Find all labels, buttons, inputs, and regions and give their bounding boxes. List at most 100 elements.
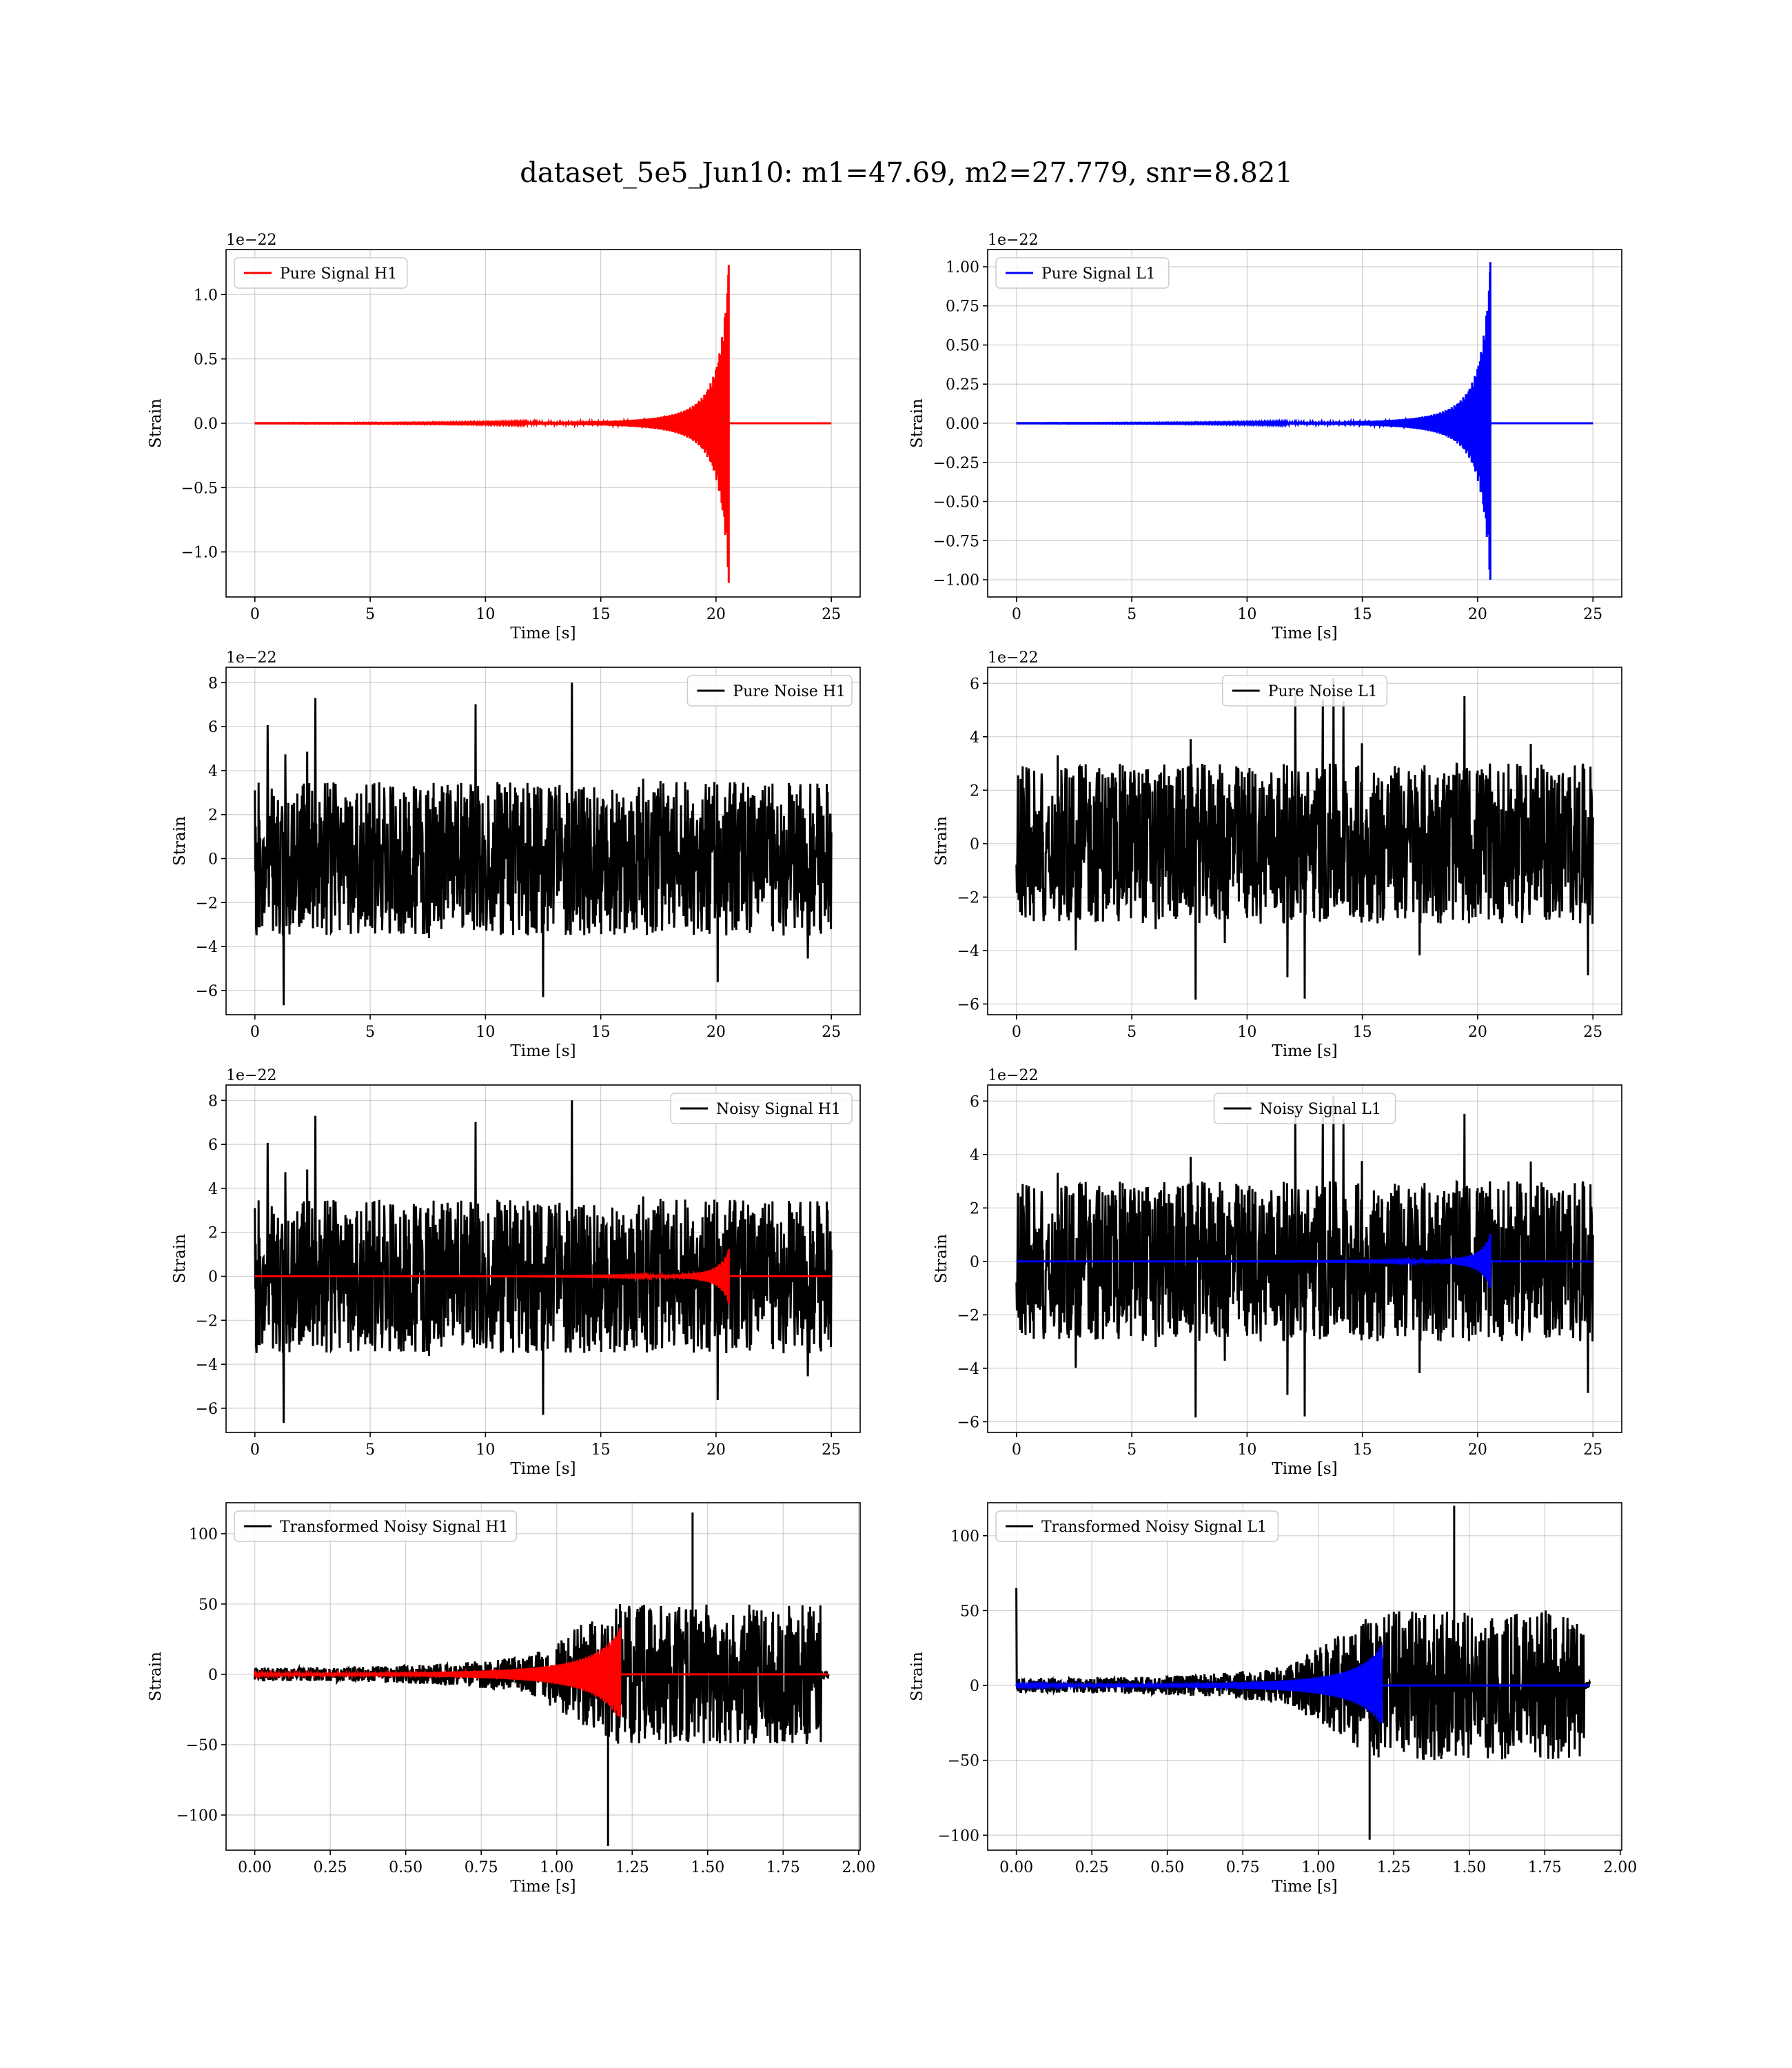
legend: Transformed Noisy Signal H1	[234, 1510, 518, 1542]
legend-box	[234, 257, 408, 289]
y-axis-label: Strain	[908, 1652, 926, 1701]
y-tick-label: 0	[970, 1678, 979, 1695]
x-tick-label: 20	[706, 1024, 726, 1041]
offset-text: 1e−22	[226, 232, 276, 249]
x-tick-label: 1.00	[540, 1859, 573, 1876]
x-tick-label: 25	[1583, 1441, 1602, 1459]
subplot-pure-noise-h1: 0 5 10 15 20 25 −6 −4 −2 0 2 4 6 8 Time [s] Strain 1e−22…	[171, 649, 861, 1060]
x-tick-label: 20	[1468, 1441, 1487, 1459]
subplot-transformed-noisy-signal-l1: 0.00 0.25 0.50 0.75 1.00 1.25 1.50 1.75 2.00 −100…	[908, 1502, 1637, 1896]
axes-frame	[225, 667, 861, 1015]
y-tick-label: 0	[208, 1269, 218, 1286]
x-tick-label: 15	[1353, 606, 1372, 623]
offset-text: 1e−22	[226, 1067, 276, 1084]
x-tick-label: 1.50	[1452, 1859, 1486, 1876]
x-tick-label: 0	[250, 1441, 260, 1459]
y-axis-label: Strain	[908, 398, 926, 448]
x-tick-label: 10	[1237, 1441, 1256, 1459]
legend-label: Pure Signal H1	[280, 265, 397, 283]
legend: Pure Noise L1	[1221, 675, 1388, 707]
x-tick-label: 1.75	[766, 1859, 800, 1876]
legend-label: Noisy Signal H1	[716, 1101, 841, 1118]
legend: Pure Noise H1	[686, 675, 853, 707]
x-tick-label: 0.25	[314, 1859, 347, 1876]
axes-frame	[225, 1084, 861, 1433]
y-tick-label: −6	[957, 996, 979, 1013]
y-tick-label: 8	[208, 675, 218, 692]
series-line-noisy-signal-h1	[254, 1100, 833, 1423]
y-tick-label: 4	[208, 763, 218, 780]
x-axis-label: Time [s]	[510, 1878, 576, 1896]
y-axis-label: Strain	[171, 816, 189, 866]
y-tick-label: 50	[198, 1596, 218, 1614]
y-tick-label: 2	[208, 1225, 218, 1242]
legend-label: Pure Noise H1	[733, 683, 846, 700]
x-tick-label: 15	[591, 1441, 611, 1459]
x-tick-label: 1.25	[615, 1859, 649, 1876]
y-tick-label: 4	[208, 1181, 218, 1198]
legend: Noisy Signal L1	[1213, 1093, 1396, 1124]
axes-frame	[987, 1502, 1622, 1851]
y-axis-label: Strain	[147, 398, 165, 448]
y-tick-label: −4	[196, 939, 218, 956]
legend-label: Pure Noise L1	[1268, 683, 1378, 700]
x-tick-label: 1.00	[1301, 1859, 1335, 1876]
y-tick-label: −2	[196, 895, 218, 912]
series-line-chirp-overlay	[1015, 1645, 1590, 1723]
x-tick-label: 10	[1237, 1024, 1256, 1041]
series-line-pure-noise-l1	[1015, 678, 1594, 1000]
y-tick-label: 2	[970, 782, 979, 800]
y-tick-label: 6	[208, 719, 218, 736]
y-tick-label: −0.75	[933, 533, 979, 550]
x-tick-label: 0.50	[1150, 1859, 1184, 1876]
legend: Pure Signal H1	[234, 257, 408, 289]
x-tick-label: 20	[1468, 1024, 1487, 1041]
series-line-pure-signal-l1	[1016, 262, 1594, 580]
subplot-pure-noise-l1: 0 5 10 15 20 25 −6 −4 −2 0 2 4 6 Time [s] Strain 1e−22 P…	[933, 649, 1622, 1060]
y-axis-label: Strain	[147, 1652, 165, 1701]
legend: Noisy Signal H1	[670, 1093, 853, 1124]
x-tick-label: 10	[1237, 606, 1256, 623]
x-tick-label: 25	[822, 606, 841, 623]
legend-label: Transformed Noisy Signal L1	[1041, 1519, 1267, 1536]
y-tick-label: 100	[950, 1528, 979, 1545]
y-tick-label: −2	[957, 1307, 979, 1324]
legend-box	[1221, 675, 1388, 707]
y-tick-label: 50	[960, 1603, 979, 1620]
series-line-chirp-overlay	[254, 1628, 828, 1717]
y-tick-label: −6	[957, 1414, 979, 1431]
x-tick-label: 0.00	[238, 1859, 272, 1876]
y-tick-label: 0	[208, 851, 218, 869]
series-line-chirp-overlay	[1016, 1233, 1594, 1288]
legend-box	[995, 1510, 1279, 1542]
x-tick-label: 1.50	[691, 1859, 724, 1876]
y-tick-label: 0	[970, 1254, 979, 1271]
y-tick-label: −4	[957, 943, 979, 960]
y-tick-label: −0.5	[181, 480, 218, 497]
x-tick-label: 15	[591, 606, 611, 623]
y-tick-label: 4	[970, 1147, 979, 1164]
plot-area	[1015, 1095, 1594, 1418]
series-line-noisy-signal-l1	[1015, 1095, 1594, 1418]
y-tick-label: 0.75	[946, 298, 979, 316]
y-tick-label: −1.0	[181, 545, 218, 562]
x-tick-label: 5	[365, 1441, 375, 1459]
x-tick-label: 0.75	[1226, 1859, 1260, 1876]
x-tick-label: 5	[1127, 1441, 1137, 1459]
y-tick-label: −0.25	[933, 455, 979, 472]
subplot-noisy-signal-h1: 0 5 10 15 20 25 −6 −4 −2 0 2 4 6 8 Time [s] Strain 1e−22…	[171, 1067, 861, 1478]
legend-box	[1213, 1093, 1396, 1124]
y-tick-label: 1.0	[194, 287, 218, 304]
x-tick-label: 10	[476, 606, 495, 623]
x-tick-label: 5	[1127, 606, 1137, 623]
x-tick-label: 5	[365, 1024, 375, 1041]
x-tick-label: 2.00	[1603, 1859, 1637, 1876]
plot-area	[254, 1100, 833, 1423]
y-tick-label: 0.25	[946, 376, 979, 394]
plot-area	[254, 265, 832, 583]
x-tick-label: 0.50	[389, 1859, 422, 1876]
x-axis-label: Time [s]	[510, 1042, 576, 1060]
legend: Pure Signal L1	[995, 257, 1170, 289]
subplot-pure-signal-h1: 0 5 10 15 20 25 −1.0 −0.5 0.0 0.5 1.0 Time [s] Strai…	[147, 232, 861, 642]
figure-title: dataset_5e5_Jun10: m1=47.69, m2=27.779, …	[520, 157, 1293, 189]
